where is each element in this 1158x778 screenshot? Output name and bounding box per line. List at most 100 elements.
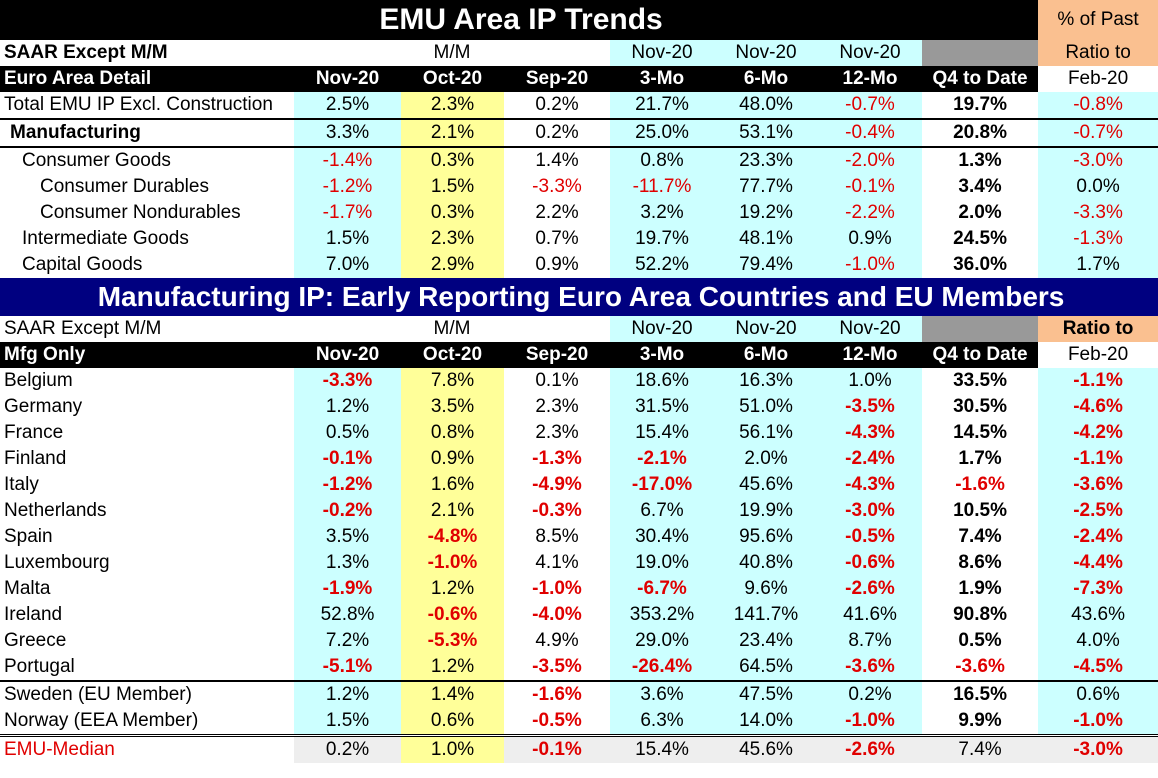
data-cell: -4.8% xyxy=(401,524,504,550)
table-row: Consumer Durables -1.2% 1.5% -3.3% -11.7% 77.… xyxy=(0,174,1158,200)
data-cell: -1.0% xyxy=(818,252,922,278)
median-cell: -2.6% xyxy=(818,734,922,763)
data-cell: 1.4% xyxy=(401,680,504,708)
data-cell: 7.4% xyxy=(922,524,1039,550)
data-cell: 51.0% xyxy=(714,394,818,420)
data-cell: 14.0% xyxy=(714,708,818,736)
data-cell: -3.3% xyxy=(504,174,610,200)
header-3mo-2: 3-Mo xyxy=(610,342,714,368)
data-cell: -2.4% xyxy=(1038,524,1158,550)
table-row: Spain 3.5% -4.8% 8.5% 30.4% 95.6% -0.5% 7.4% -2.… xyxy=(0,524,1158,550)
data-cell: 0.9% xyxy=(818,226,922,252)
row-label: Greece xyxy=(0,628,294,654)
data-cell: -1.3% xyxy=(504,446,610,472)
data-cell: 7.2% xyxy=(294,628,401,654)
data-cell: 2.0% xyxy=(714,446,818,472)
data-cell: 2.1% xyxy=(401,498,504,524)
data-cell: -3.0% xyxy=(1038,146,1158,174)
data-cell: 0.1% xyxy=(504,368,610,394)
data-cell: 7.0% xyxy=(294,252,401,278)
data-cell: 36.0% xyxy=(922,252,1039,278)
data-cell: 1.2% xyxy=(294,680,401,708)
table-row: Luxembourg 1.3% -1.0% 4.1% 19.0% 40.8% -0.6% 8.… xyxy=(0,550,1158,576)
header-3mo: 3-Mo xyxy=(610,66,714,92)
data-cell: -3.5% xyxy=(818,394,922,420)
row-label: Norway (EEA Member) xyxy=(0,708,294,736)
table-row: Belgium -3.3% 7.8% 0.1% 18.6% 16.3% 1.0% 33.5% -… xyxy=(0,368,1158,394)
row-label: Ireland xyxy=(0,602,294,628)
data-cell: 52.2% xyxy=(610,252,714,278)
data-cell: 25.0% xyxy=(610,118,714,148)
header-6mo: 6-Mo xyxy=(714,66,818,92)
table-row: Germany 1.2% 3.5% 2.3% 31.5% 51.0% -3.5% 30.5% -… xyxy=(0,394,1158,420)
mm-label-2: M/M xyxy=(294,316,610,342)
data-cell: 9.6% xyxy=(714,576,818,602)
data-cell: -0.6% xyxy=(818,550,922,576)
saar-label-2: SAAR Except M/M xyxy=(0,316,294,342)
nov20-6mo-label-2: Nov-20 xyxy=(714,316,818,342)
data-cell: 0.3% xyxy=(401,146,504,174)
data-cell: 53.1% xyxy=(714,118,818,148)
data-cell: 4.1% xyxy=(504,550,610,576)
table-row: Italy -1.2% 1.6% -4.9% -17.0% 45.6% -4.3% -1.6%… xyxy=(0,472,1158,498)
data-cell: 41.6% xyxy=(818,602,922,628)
data-cell: -17.0% xyxy=(610,472,714,498)
table-row: Consumer Goods -1.4% 0.3% 1.4% 0.8% 23.3% -2.0… xyxy=(0,146,1158,174)
table-row: Consumer Nondurables -1.7% 0.3% 2.2% 3.2% 19.… xyxy=(0,200,1158,226)
data-cell: -2.2% xyxy=(818,200,922,226)
header-6mo-2: 6-Mo xyxy=(714,342,818,368)
data-cell: -4.2% xyxy=(1038,420,1158,446)
median-cell: 45.6% xyxy=(714,734,818,763)
data-cell: 4.9% xyxy=(504,628,610,654)
mm-label: M/M xyxy=(294,40,610,66)
data-cell: -1.0% xyxy=(401,550,504,576)
median-label: EMU-Median xyxy=(0,734,294,763)
pct-past-label: % of Past xyxy=(1038,0,1158,40)
data-cell: -1.3% xyxy=(1038,226,1158,252)
header-nov: Nov-20 xyxy=(294,66,401,92)
data-cell: -3.6% xyxy=(1038,472,1158,498)
row-label: Netherlands xyxy=(0,498,294,524)
data-cell: 141.7% xyxy=(714,602,818,628)
data-cell: 1.5% xyxy=(294,708,401,736)
data-cell: 48.1% xyxy=(714,226,818,252)
data-cell: -0.5% xyxy=(818,524,922,550)
data-cell: 0.9% xyxy=(401,446,504,472)
data-cell: 0.2% xyxy=(504,92,610,119)
data-cell: -3.0% xyxy=(818,498,922,524)
data-cell: 0.7% xyxy=(504,226,610,252)
table-row: Manufacturing 3.3% 2.1% 0.2% 25.0% 53.1% -0.4%… xyxy=(0,118,1158,148)
row-label: Manufacturing xyxy=(0,118,294,148)
median-cell: -3.0% xyxy=(1038,734,1158,763)
data-cell: 64.5% xyxy=(714,654,818,681)
row-label: Belgium xyxy=(0,368,294,394)
data-cell: -2.1% xyxy=(610,446,714,472)
header-nov-2: Nov-20 xyxy=(294,342,401,368)
data-cell: -1.0% xyxy=(504,576,610,602)
data-cell: 1.2% xyxy=(401,654,504,681)
mfg-only-label: Mfg Only xyxy=(0,342,294,368)
data-cell: -1.1% xyxy=(1038,368,1158,394)
data-cell: 31.5% xyxy=(610,394,714,420)
data-cell: -2.0% xyxy=(818,146,922,174)
data-cell: 3.2% xyxy=(610,200,714,226)
median-cell: 1.0% xyxy=(401,734,504,763)
data-cell: 48.0% xyxy=(714,92,818,119)
nov20-12mo-label-2: Nov-20 xyxy=(818,316,922,342)
row-label: France xyxy=(0,420,294,446)
data-cell: -1.0% xyxy=(818,708,922,736)
data-cell: -1.6% xyxy=(922,472,1039,498)
row-label: Intermediate Goods xyxy=(0,226,294,252)
data-cell: 1.7% xyxy=(1038,252,1158,278)
data-cell: 0.0% xyxy=(1038,174,1158,200)
data-cell: 1.3% xyxy=(922,146,1039,174)
data-cell: 0.2% xyxy=(818,680,922,708)
row-label: Portugal xyxy=(0,654,294,681)
data-cell: 6.7% xyxy=(610,498,714,524)
header-q4: Q4 to Date xyxy=(922,66,1039,92)
data-cell: -2.4% xyxy=(818,446,922,472)
data-cell: 24.5% xyxy=(922,226,1039,252)
data-cell: -5.1% xyxy=(294,654,401,681)
data-cell: 2.2% xyxy=(504,200,610,226)
data-cell: 3.5% xyxy=(401,394,504,420)
